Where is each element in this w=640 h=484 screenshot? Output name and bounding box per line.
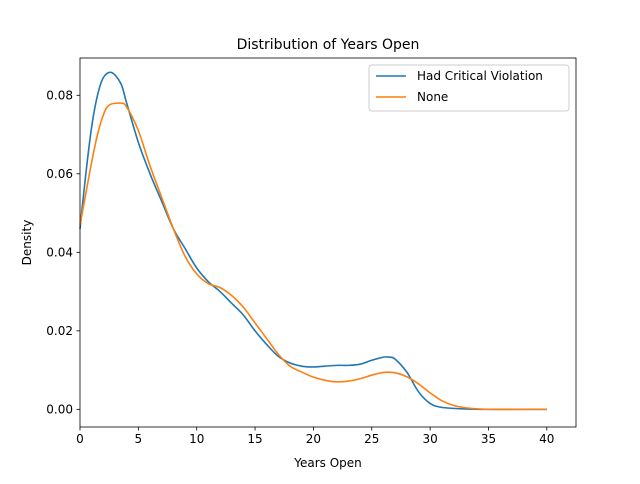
chart-title: Distribution of Years Open (237, 37, 420, 53)
y-tick-label: 0.08 (46, 88, 73, 102)
x-tick-label: 0 (76, 432, 84, 446)
y-tick-label: 0.00 (46, 402, 73, 416)
x-tick-label: 5 (135, 432, 143, 446)
legend-label: None (417, 90, 448, 104)
legend-box (368, 64, 570, 112)
legend: Had Critical Violation None (368, 64, 570, 112)
series-line-none (79, 102, 547, 411)
series-layer (79, 71, 547, 411)
y-axis-label: Density (20, 220, 34, 266)
plot-frame (79, 57, 577, 428)
x-tick-label: 10 (189, 432, 204, 446)
x-axis: 0 5 10 15 20 25 30 35 40 (76, 427, 554, 446)
x-axis-label: Years Open (293, 456, 362, 470)
x-tick-label: 40 (539, 432, 554, 446)
x-tick-label: 35 (481, 432, 496, 446)
x-tick-label: 15 (247, 432, 262, 446)
y-tick-label: 0.02 (46, 324, 73, 338)
y-tick-label: 0.06 (46, 167, 73, 181)
x-tick-label: 30 (422, 432, 437, 446)
series-line-had-critical-violation (79, 71, 547, 411)
legend-label: Had Critical Violation (417, 69, 543, 83)
x-tick-label: 20 (306, 432, 321, 446)
x-tick-label: 25 (364, 432, 379, 446)
y-axis: 0.00 0.02 0.04 0.06 0.08 (46, 88, 80, 416)
y-tick-label: 0.04 (46, 245, 73, 259)
